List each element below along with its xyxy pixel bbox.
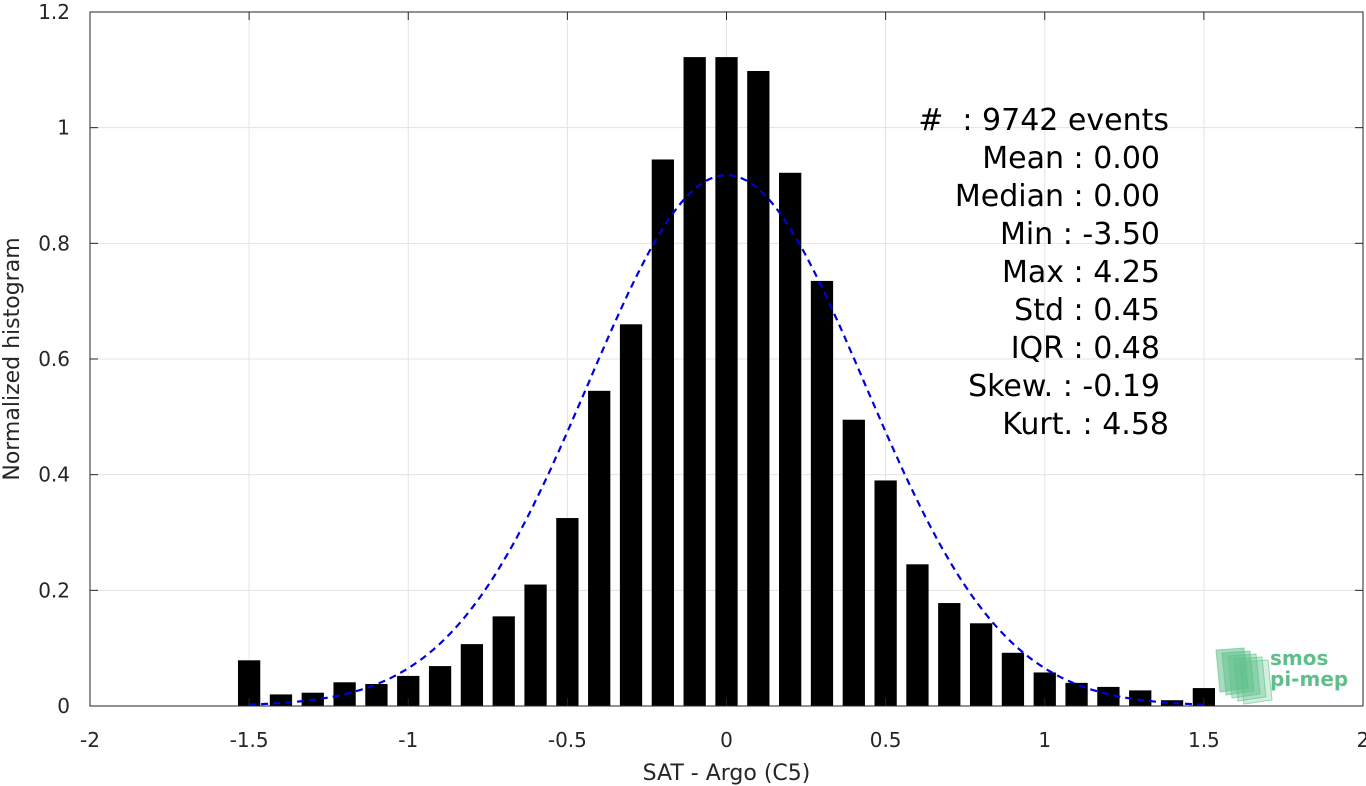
x-axis-label: SAT - Argo (C5) — [643, 761, 811, 786]
histogram-bar — [556, 518, 579, 706]
y-tick-label: 0.8 — [38, 231, 70, 255]
stats-line: Max : 4.25 — [1002, 255, 1160, 290]
histogram-bar — [1001, 652, 1025, 706]
histogram-bar — [588, 390, 611, 706]
x-tick-label: 0 — [720, 728, 733, 752]
histogram-bar — [906, 564, 929, 706]
y-tick-label: 0.2 — [38, 578, 70, 602]
histogram-bar — [651, 159, 674, 707]
histogram-bar — [842, 419, 865, 706]
histogram-bar — [397, 675, 420, 706]
histogram-bar — [524, 584, 547, 706]
histogram-bar — [779, 172, 802, 706]
histogram-bar — [1160, 700, 1184, 706]
histogram-bar — [492, 616, 515, 706]
histogram-bar — [365, 684, 388, 706]
axis-ticks — [89, 11, 1364, 707]
stats-line: Median : 0.00 — [955, 179, 1160, 214]
histogram-bar — [619, 324, 643, 706]
x-tick-label: 0.5 — [870, 728, 902, 752]
histogram-bar — [1065, 682, 1088, 706]
logo-layer — [1239, 659, 1273, 705]
smos-pi-mep-logo: smos pi-mep — [1215, 646, 1348, 705]
y-tick-label: 1 — [57, 116, 70, 140]
logo-layer — [1227, 653, 1261, 699]
histogram-bar — [1033, 672, 1056, 706]
stats-line: IQR : 0.48 — [1011, 331, 1160, 366]
histogram-bar — [1192, 688, 1216, 706]
x-tick-label: -1.5 — [230, 728, 269, 752]
x-tick-label: 1.5 — [1188, 728, 1220, 752]
stats-line: Skew. : -0.19 — [968, 369, 1160, 404]
stats-line: Std : 0.45 — [1014, 293, 1160, 328]
stats-line: # : 9742 events — [918, 103, 1169, 138]
stats-line: Mean : 0.00 — [982, 141, 1160, 176]
histogram-bar — [683, 57, 706, 707]
logo-text-line2: pi-mep — [1270, 667, 1348, 691]
x-tick-label: -2 — [80, 728, 100, 752]
y-tick-label: 0.6 — [38, 347, 70, 371]
x-tick-labels: -2 -1.5 -1 -0.5 0 0.5 1 1.5 2 — [80, 728, 1366, 752]
histogram-bar — [810, 280, 834, 706]
histogram-bar — [269, 694, 293, 706]
histogram-bar — [237, 660, 261, 706]
y-tick-label: 0 — [57, 694, 70, 718]
histogram-bar — [874, 480, 897, 706]
logo-mark-icon — [1215, 647, 1273, 705]
logo-text-line1: smos — [1270, 646, 1328, 670]
x-tick-label: 2 — [1357, 728, 1366, 752]
y-tick-label: 1.2 — [38, 0, 70, 24]
histogram-bar — [715, 57, 738, 707]
y-axis-label: Normalized histogram — [0, 237, 25, 480]
x-tick-label: 1 — [1038, 728, 1051, 752]
histogram-bar — [1129, 690, 1152, 706]
histogram-bar — [938, 603, 961, 706]
histogram-bar — [428, 666, 452, 706]
y-tick-labels: 0 0.2 0.4 0.6 0.8 1 1.2 — [38, 0, 70, 718]
stats-line: Kurt. : 4.58 — [1002, 407, 1169, 442]
logo-layer — [1233, 656, 1267, 702]
histogram-bar — [969, 623, 993, 706]
x-tick-label: -0.5 — [548, 728, 587, 752]
histogram-bar — [747, 70, 770, 707]
x-tick-label: -1 — [398, 728, 418, 752]
histogram-bar — [460, 644, 484, 706]
stats-line: Min : -3.50 — [1000, 217, 1160, 252]
y-tick-label: 0.4 — [38, 463, 70, 487]
